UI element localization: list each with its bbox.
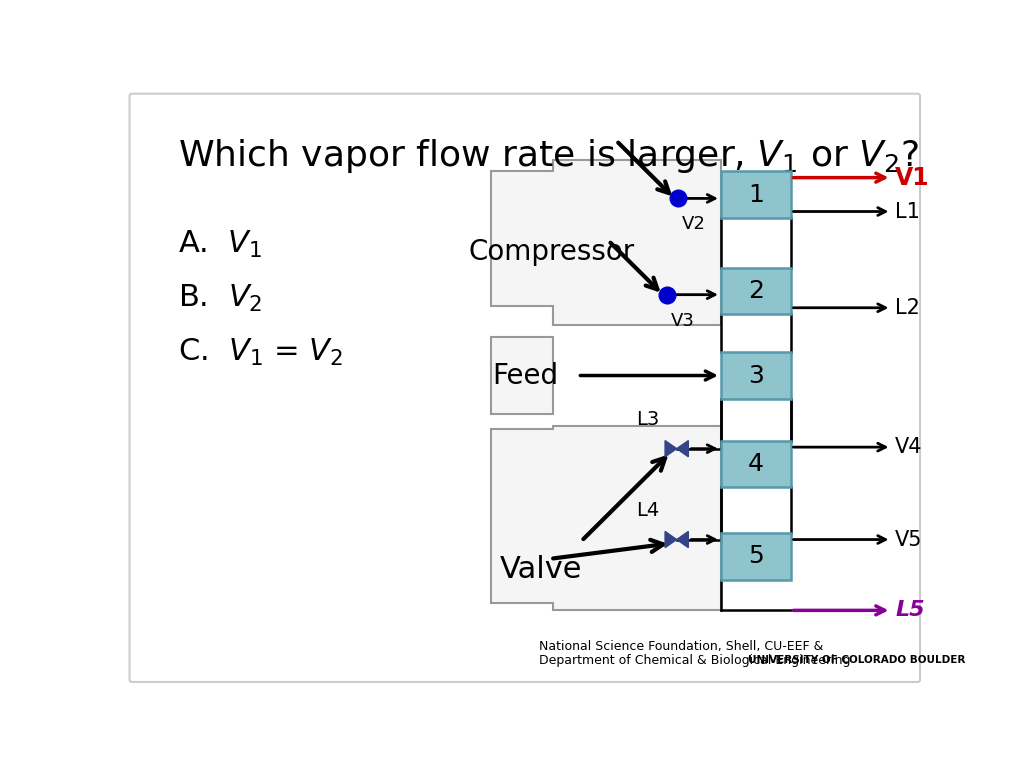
Polygon shape	[665, 441, 677, 457]
Text: L1: L1	[895, 201, 921, 221]
Polygon shape	[677, 531, 688, 548]
FancyBboxPatch shape	[721, 441, 791, 487]
Polygon shape	[490, 425, 721, 611]
Text: L2: L2	[895, 298, 921, 318]
Text: 3: 3	[748, 363, 764, 388]
FancyBboxPatch shape	[721, 171, 791, 217]
Text: L5: L5	[895, 601, 925, 621]
Text: L4: L4	[636, 502, 658, 520]
Text: V2: V2	[682, 215, 706, 233]
Text: Which vapor flow rate is larger, $V_1$ or $V_2$?: Which vapor flow rate is larger, $V_1$ o…	[178, 137, 920, 175]
Text: A.  $V_1$: A. $V_1$	[178, 229, 263, 260]
Text: UNIVERSITY OF COLORADO BOULDER: UNIVERSITY OF COLORADO BOULDER	[748, 655, 966, 665]
Text: National Science Foundation, Shell, CU-EEF &: National Science Foundation, Shell, CU-E…	[539, 640, 823, 653]
FancyBboxPatch shape	[721, 533, 791, 580]
Text: L3: L3	[636, 410, 658, 429]
Text: V5: V5	[895, 529, 923, 550]
Polygon shape	[490, 337, 553, 414]
Text: Feed: Feed	[492, 362, 558, 389]
Text: V1: V1	[895, 166, 930, 190]
Polygon shape	[490, 160, 721, 326]
Text: 2: 2	[748, 279, 764, 303]
Text: 4: 4	[748, 452, 764, 476]
Text: 1: 1	[748, 183, 764, 207]
FancyBboxPatch shape	[130, 94, 920, 682]
Text: 5: 5	[748, 545, 764, 568]
Text: Compressor: Compressor	[469, 238, 635, 266]
Text: Valve: Valve	[500, 555, 583, 584]
Text: V3: V3	[671, 312, 694, 329]
Text: B.  $V_2$: B. $V_2$	[178, 283, 263, 314]
Polygon shape	[665, 531, 677, 548]
Text: C.  $V_1$ = $V_2$: C. $V_1$ = $V_2$	[178, 337, 343, 368]
FancyBboxPatch shape	[721, 268, 791, 314]
Polygon shape	[677, 441, 688, 457]
Text: Department of Chemical & Biological Engineering: Department of Chemical & Biological Engi…	[539, 654, 850, 667]
FancyBboxPatch shape	[721, 353, 791, 399]
Text: V4: V4	[895, 437, 923, 457]
